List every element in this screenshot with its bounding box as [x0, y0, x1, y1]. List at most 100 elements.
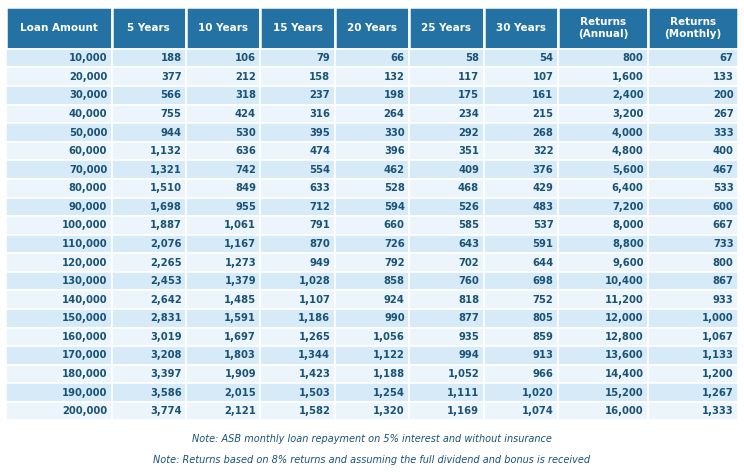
Text: 200,000: 200,000	[62, 406, 107, 416]
Text: 158: 158	[310, 72, 330, 82]
Text: 644: 644	[532, 257, 554, 267]
Bar	[6, 104, 112, 123]
Bar	[558, 290, 648, 309]
Bar	[648, 235, 738, 253]
Text: 54: 54	[539, 53, 554, 63]
Bar	[648, 67, 738, 86]
Text: 1,379: 1,379	[225, 276, 256, 286]
Bar	[648, 328, 738, 346]
Bar	[484, 309, 558, 328]
Text: 859: 859	[533, 332, 554, 342]
Text: 351: 351	[458, 146, 479, 156]
Bar	[260, 86, 335, 104]
Text: 698: 698	[533, 276, 554, 286]
Text: 792: 792	[384, 257, 405, 267]
Bar	[260, 123, 335, 142]
Text: 8,000: 8,000	[612, 220, 644, 230]
Text: 1,697: 1,697	[224, 332, 256, 342]
Text: Returns
(Monthly): Returns (Monthly)	[664, 17, 722, 39]
Bar	[558, 7, 648, 49]
Bar	[112, 383, 186, 402]
Text: 1,591: 1,591	[224, 313, 256, 323]
Bar	[558, 235, 648, 253]
Bar	[186, 198, 260, 216]
Bar	[112, 346, 186, 365]
Text: 3,586: 3,586	[150, 388, 182, 398]
Bar	[112, 161, 186, 179]
Bar	[6, 235, 112, 253]
Bar	[409, 365, 484, 383]
Bar	[186, 86, 260, 104]
Bar	[335, 179, 409, 198]
Text: 643: 643	[458, 239, 479, 249]
Bar	[558, 216, 648, 235]
Bar	[409, 290, 484, 309]
Text: 1,803: 1,803	[224, 351, 256, 361]
Text: 180,000: 180,000	[62, 369, 107, 379]
Text: 1,000: 1,000	[702, 313, 734, 323]
Bar	[112, 104, 186, 123]
Text: 107: 107	[533, 72, 554, 82]
Bar	[409, 402, 484, 420]
Text: 585: 585	[458, 220, 479, 230]
Bar	[186, 49, 260, 67]
Bar	[409, 179, 484, 198]
Text: 429: 429	[533, 183, 554, 193]
Bar	[335, 49, 409, 67]
Text: 633: 633	[310, 183, 330, 193]
Bar	[558, 142, 648, 161]
Bar	[186, 309, 260, 328]
Text: 175: 175	[458, 90, 479, 100]
Bar	[260, 402, 335, 420]
Text: 726: 726	[384, 239, 405, 249]
Text: 752: 752	[533, 294, 554, 304]
Bar	[186, 216, 260, 235]
Bar	[409, 198, 484, 216]
Bar	[6, 123, 112, 142]
Bar	[6, 383, 112, 402]
Bar	[186, 7, 260, 49]
Text: 537: 537	[533, 220, 554, 230]
Bar	[112, 253, 186, 272]
Bar	[186, 402, 260, 420]
Text: 1,333: 1,333	[702, 406, 734, 416]
Text: 30 Years: 30 Years	[496, 23, 546, 33]
Bar	[484, 290, 558, 309]
Bar	[260, 309, 335, 328]
Text: 600: 600	[713, 202, 734, 212]
Text: 818: 818	[458, 294, 479, 304]
Text: 1,133: 1,133	[702, 351, 734, 361]
Bar	[335, 328, 409, 346]
Bar	[112, 7, 186, 49]
Text: 316: 316	[310, 109, 330, 119]
Bar	[260, 328, 335, 346]
Text: 1,273: 1,273	[225, 257, 256, 267]
Text: 15 Years: 15 Years	[272, 23, 323, 33]
Text: 1,510: 1,510	[150, 183, 182, 193]
Bar	[484, 216, 558, 235]
Text: 7,200: 7,200	[612, 202, 644, 212]
Text: 1,200: 1,200	[702, 369, 734, 379]
Bar	[409, 253, 484, 272]
Bar	[186, 67, 260, 86]
Text: 376: 376	[533, 165, 554, 175]
Text: 11,200: 11,200	[605, 294, 644, 304]
Text: 955: 955	[235, 202, 256, 212]
Bar	[484, 123, 558, 142]
Text: 924: 924	[384, 294, 405, 304]
Text: 120,000: 120,000	[62, 257, 107, 267]
Text: 395: 395	[310, 127, 330, 137]
Text: 566: 566	[161, 90, 182, 100]
Bar	[648, 86, 738, 104]
Bar	[409, 104, 484, 123]
Bar	[648, 272, 738, 290]
Bar	[6, 179, 112, 198]
Bar	[6, 346, 112, 365]
Bar	[6, 365, 112, 383]
Bar	[409, 142, 484, 161]
Bar	[335, 383, 409, 402]
Bar	[112, 123, 186, 142]
Bar	[558, 67, 648, 86]
Bar	[260, 142, 335, 161]
Text: 6,400: 6,400	[612, 183, 644, 193]
